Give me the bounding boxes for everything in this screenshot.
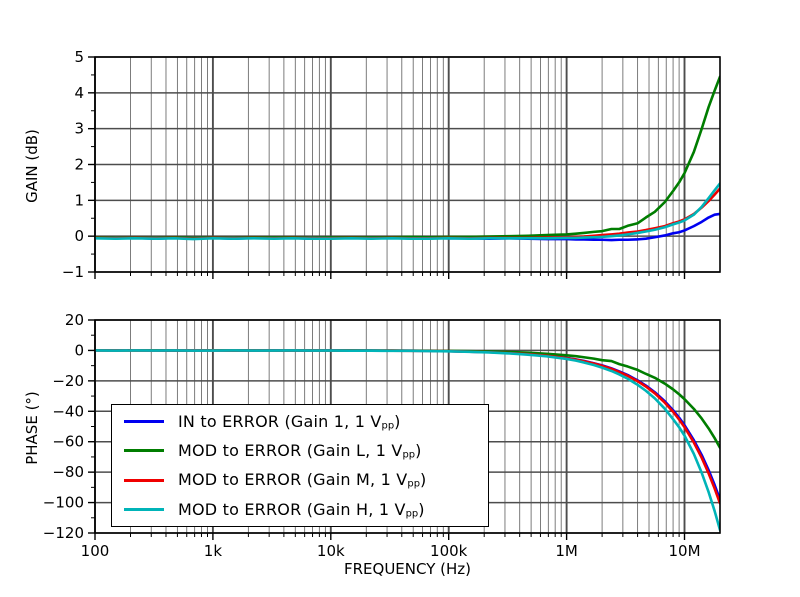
y-tick-label: −60 [52, 433, 84, 451]
y-tick-label: 4 [74, 84, 84, 102]
x-tick-label: 1k [204, 542, 223, 560]
legend-label-main: IN to ERROR (Gain 1, 1 V [178, 411, 382, 431]
y-tick-label: −1 [62, 263, 84, 281]
curve-mod-to-error-gain-l-1-vpp- [95, 75, 720, 240]
ticks: 5 4 3 2 1 0 −1 [62, 48, 686, 281]
legend-item: MOD to ERROR (Gain L, 1 Vpp) [112, 436, 488, 465]
y-tick-label: 20 [65, 311, 84, 329]
curve-mod-to-error-gain-h-1-vpp- [95, 182, 720, 241]
legend-label-end: ) [419, 470, 427, 490]
legend-line-swatch [124, 507, 164, 511]
legend-label-main: MOD to ERROR (Gain H, 1 V [178, 499, 406, 519]
legend-label-main: MOD to ERROR (Gain L, 1 V [178, 441, 403, 461]
y-tick-label: 1 [74, 191, 84, 209]
x-tick-label: 10M [668, 542, 700, 560]
y-tick-label: −20 [52, 372, 84, 390]
legend-item: IN to ERROR (Gain 1, 1 Vpp) [112, 407, 488, 436]
y-tick-label: 3 [74, 120, 84, 138]
y-tick-label: 0 [74, 341, 84, 359]
legend-label-subscript: pp [381, 420, 395, 432]
x-axis-label: FREQUENCY (Hz) [343, 560, 471, 578]
legend-line-swatch [124, 449, 164, 453]
legend-label-end: ) [394, 411, 401, 431]
legend-label: MOD to ERROR (Gain M, 1 Vpp) [178, 470, 426, 489]
legend-item: MOD to ERROR (Gain H, 1 Vpp) [112, 495, 488, 524]
legend-label: IN to ERROR (Gain 1, 1 Vpp) [178, 412, 401, 431]
phase-y-axis-label: PHASE (°) [23, 391, 41, 465]
y-tick-label: 2 [74, 156, 84, 174]
legend-label-subscript: pp [402, 449, 416, 461]
y-tick-label: 0 [74, 227, 84, 245]
x-tick-label: 1M [555, 542, 578, 560]
legend-label-end: ) [415, 441, 422, 461]
legend-label-end: ) [418, 499, 425, 519]
legend-line-swatch [124, 420, 164, 424]
curves [95, 348, 720, 532]
x-tick-label: 100 [81, 542, 110, 560]
curve-mod-to-error-gain-m-1-vpp- [95, 187, 720, 240]
gain-y-axis-label: GAIN (dB) [23, 129, 41, 203]
legend-label: MOD to ERROR (Gain H, 1 Vpp) [178, 500, 425, 519]
y-tick-label: 5 [74, 48, 84, 66]
curve-mod-to-error-gain-h-1-vpp- [95, 349, 720, 532]
x-tick-label: 100k [430, 542, 468, 560]
y-tick-label: −80 [52, 463, 84, 481]
y-tick-label: −40 [52, 402, 84, 420]
gain-plot: 5 4 3 2 1 0 −1 [62, 48, 721, 281]
legend-item: MOD to ERROR (Gain M, 1 Vpp) [112, 466, 488, 495]
legend: IN to ERROR (Gain 1, 1 Vpp) MOD to ERROR … [111, 404, 489, 527]
y-tick-label: −100 [43, 494, 84, 512]
y-tick-label: −120 [43, 524, 84, 542]
legend-label-main: MOD to ERROR (Gain M, 1 V [178, 470, 408, 490]
curves [95, 75, 720, 242]
legend-label-subscript: pp [407, 478, 420, 490]
x-tick-label: 10k [317, 542, 345, 560]
legend-line-swatch [124, 478, 164, 482]
legend-label-subscript: pp [405, 508, 419, 520]
legend-label: MOD to ERROR (Gain L, 1 Vpp) [178, 441, 422, 460]
